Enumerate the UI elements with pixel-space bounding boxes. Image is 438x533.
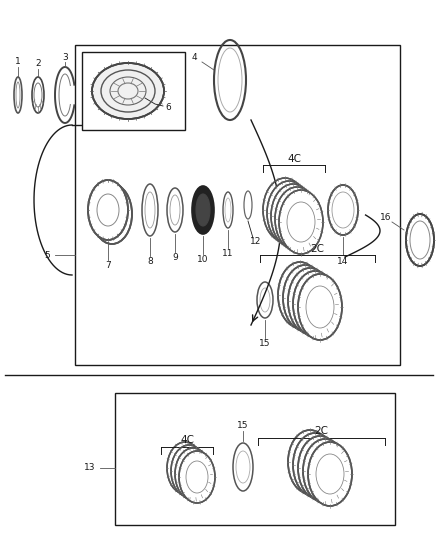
Bar bbox=[82, 52, 185, 130]
Text: 12: 12 bbox=[250, 238, 261, 246]
Text: 8: 8 bbox=[147, 257, 153, 266]
Ellipse shape bbox=[271, 184, 315, 248]
Text: 3: 3 bbox=[62, 52, 68, 61]
Ellipse shape bbox=[303, 439, 347, 503]
Text: 4C: 4C bbox=[180, 435, 194, 445]
Bar bbox=[75, 45, 400, 365]
Text: 15: 15 bbox=[259, 340, 271, 349]
Ellipse shape bbox=[278, 262, 322, 328]
Ellipse shape bbox=[406, 214, 434, 266]
Ellipse shape bbox=[279, 190, 323, 254]
Ellipse shape bbox=[288, 430, 332, 494]
Bar bbox=[115, 393, 395, 525]
Text: 4C: 4C bbox=[287, 154, 301, 164]
Ellipse shape bbox=[175, 448, 211, 500]
Text: 7: 7 bbox=[105, 262, 111, 271]
Ellipse shape bbox=[179, 451, 215, 503]
Ellipse shape bbox=[328, 185, 358, 235]
Text: 6: 6 bbox=[165, 102, 171, 111]
Ellipse shape bbox=[88, 180, 128, 240]
Text: 14: 14 bbox=[337, 256, 349, 265]
Ellipse shape bbox=[167, 442, 203, 494]
Ellipse shape bbox=[275, 187, 319, 251]
Ellipse shape bbox=[283, 265, 327, 331]
Ellipse shape bbox=[171, 445, 207, 497]
Ellipse shape bbox=[267, 181, 311, 245]
Ellipse shape bbox=[263, 178, 307, 242]
Ellipse shape bbox=[308, 442, 352, 506]
Text: 2C: 2C bbox=[311, 244, 325, 254]
Ellipse shape bbox=[298, 274, 342, 340]
Ellipse shape bbox=[293, 271, 337, 337]
Text: 9: 9 bbox=[172, 254, 178, 262]
Text: 10: 10 bbox=[197, 255, 209, 264]
Ellipse shape bbox=[298, 436, 342, 500]
Ellipse shape bbox=[192, 186, 214, 234]
Ellipse shape bbox=[293, 433, 337, 497]
Text: 16: 16 bbox=[380, 214, 392, 222]
Text: 2: 2 bbox=[35, 60, 41, 69]
Text: 1: 1 bbox=[15, 58, 21, 67]
Text: 11: 11 bbox=[222, 249, 234, 259]
Ellipse shape bbox=[92, 184, 132, 244]
Ellipse shape bbox=[92, 63, 164, 119]
Ellipse shape bbox=[196, 194, 210, 226]
Text: 4: 4 bbox=[191, 53, 197, 62]
Text: 2C: 2C bbox=[314, 426, 328, 436]
Text: 15: 15 bbox=[237, 421, 249, 430]
Ellipse shape bbox=[288, 268, 332, 334]
Text: 13: 13 bbox=[84, 464, 96, 472]
Text: 5: 5 bbox=[44, 251, 50, 260]
